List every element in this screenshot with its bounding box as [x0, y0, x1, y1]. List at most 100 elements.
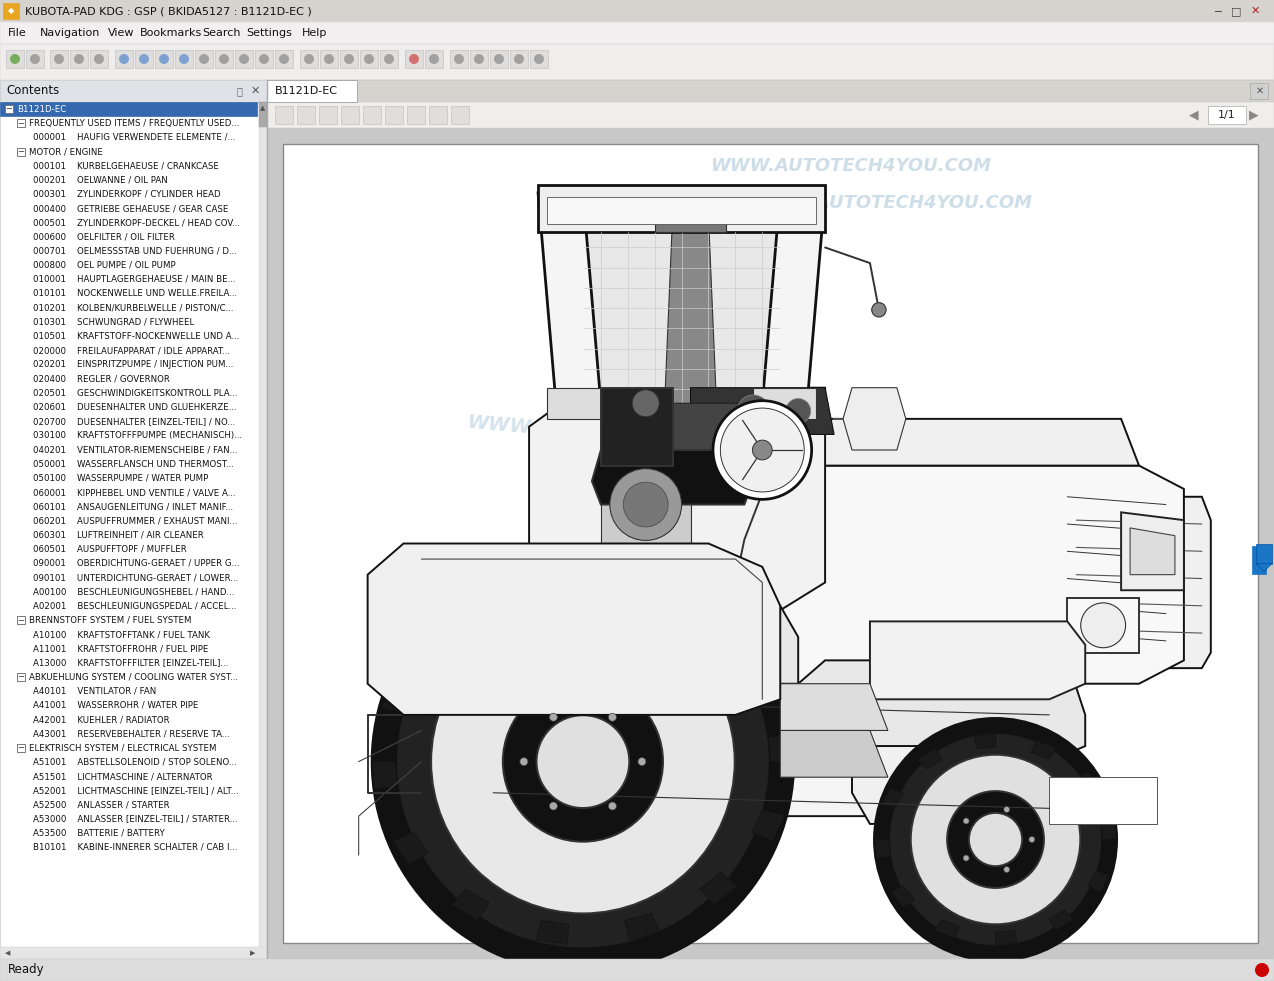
Bar	[451, 106, 469, 124]
Bar	[0, 80, 268, 102]
Circle shape	[324, 54, 334, 64]
Text: ◆: ◆	[8, 7, 14, 16]
Polygon shape	[852, 746, 1085, 824]
Text: ✕: ✕	[250, 86, 260, 96]
Text: □: □	[1231, 6, 1241, 16]
Circle shape	[139, 54, 149, 64]
Bar	[1208, 106, 1246, 124]
Bar	[3, 3, 19, 19]
Bar	[0, 22, 1274, 44]
Polygon shape	[506, 583, 541, 610]
Text: A11001    KRAFTSTOFFROHR / FUEL PIPE: A11001 KRAFTSTOFFROHR / FUEL PIPE	[33, 645, 209, 653]
Circle shape	[947, 791, 1043, 888]
Polygon shape	[547, 197, 817, 224]
Polygon shape	[655, 209, 726, 232]
Bar	[0, 102, 257, 116]
Text: 000400    GETRIEBE GEHAEUSE / GEAR CASE: 000400 GETRIEBE GEHAEUSE / GEAR CASE	[33, 204, 228, 213]
Text: A40101    VENTILATOR / FAN: A40101 VENTILATOR / FAN	[33, 687, 157, 696]
Polygon shape	[752, 809, 785, 841]
Bar	[0, 80, 268, 959]
Text: ▶: ▶	[250, 950, 256, 956]
Polygon shape	[691, 387, 834, 435]
Polygon shape	[799, 419, 1139, 466]
Text: 090101    UNTERDICHTUNG-GERAET / LOWER...: 090101 UNTERDICHTUNG-GERAET / LOWER...	[33, 573, 238, 582]
Text: −: −	[18, 147, 24, 156]
Text: A51501    LICHTMASCHINE / ALTERNATOR: A51501 LICHTMASCHINE / ALTERNATOR	[33, 772, 213, 781]
Bar	[268, 102, 1274, 128]
Bar	[0, 959, 1274, 981]
Text: Navigation: Navigation	[39, 28, 101, 38]
Text: ◀: ◀	[5, 950, 10, 956]
Text: 000001    HAUFIG VERWENDETE ELEMENTE /...: 000001 HAUFIG VERWENDETE ELEMENTE /...	[33, 133, 236, 142]
Circle shape	[1255, 963, 1269, 977]
Circle shape	[549, 713, 558, 721]
Circle shape	[180, 54, 189, 64]
Bar	[234, 50, 254, 68]
Bar	[275, 106, 293, 124]
Text: ◀: ◀	[1189, 109, 1199, 122]
Circle shape	[534, 54, 544, 64]
Bar	[363, 106, 381, 124]
Text: Bookmarks: Bookmarks	[140, 28, 203, 38]
Polygon shape	[381, 682, 414, 713]
Circle shape	[364, 54, 375, 64]
Text: 000201    OELWANNE / OIL PAN: 000201 OELWANNE / OIL PAN	[33, 176, 168, 184]
Bar	[0, 44, 1274, 80]
Polygon shape	[1049, 910, 1074, 931]
Circle shape	[10, 54, 20, 64]
Text: 020501    GESCHWINDIGKEITSKONTROLL PLA...: 020501 GESCHWINDIGKEITSKONTROLL PLA...	[33, 388, 237, 397]
Bar	[255, 50, 273, 68]
Polygon shape	[1101, 821, 1116, 840]
Text: WWW.AUTOTECH4YOU.COM: WWW.AUTOTECH4YOU.COM	[750, 539, 1032, 582]
Circle shape	[753, 440, 772, 460]
Circle shape	[970, 813, 1022, 866]
Bar	[50, 50, 68, 68]
Text: 010201    KOLBEN/KURBELWELLE / PISTON/C...: 010201 KOLBEN/KURBELWELLE / PISTON/C...	[33, 303, 233, 312]
Bar	[155, 50, 173, 68]
Polygon shape	[973, 735, 995, 749]
Bar	[385, 106, 403, 124]
Text: A43001    RESERVEBEHALTER / RESERVE TA...: A43001 RESERVEBEHALTER / RESERVE TA...	[33, 730, 229, 739]
Text: KUBOTA-PAD KDG : GSP ( BKIDA5127 : B1121D-EC ): KUBOTA-PAD KDG : GSP ( BKIDA5127 : B1121…	[25, 6, 312, 16]
Bar	[25, 50, 45, 68]
Polygon shape	[422, 660, 1068, 816]
Polygon shape	[538, 193, 601, 403]
Polygon shape	[368, 543, 780, 715]
Polygon shape	[799, 660, 1085, 761]
Bar	[470, 50, 488, 68]
Polygon shape	[1130, 528, 1175, 575]
Polygon shape	[843, 387, 906, 450]
Text: MOTOR / ENGINE: MOTOR / ENGINE	[29, 147, 103, 156]
Text: 060301    LUFTREINHEIT / AIR CLEANER: 060301 LUFTREINHEIT / AIR CLEANER	[33, 531, 204, 540]
Polygon shape	[664, 217, 717, 427]
Circle shape	[304, 54, 313, 64]
Text: −: −	[18, 119, 24, 128]
Text: B1121D-EC: B1121D-EC	[17, 105, 66, 114]
Text: 030100    KRAFTSTOFFFPUMPE (MECHANISCH)...: 030100 KRAFTSTOFFFPUMPE (MECHANISCH)...	[33, 432, 242, 440]
Circle shape	[94, 54, 104, 64]
Polygon shape	[768, 734, 794, 761]
Text: −: −	[5, 105, 13, 114]
Bar	[361, 50, 378, 68]
Text: Help: Help	[302, 28, 327, 38]
Polygon shape	[738, 658, 773, 691]
Bar	[299, 50, 318, 68]
Bar	[259, 102, 268, 959]
Polygon shape	[601, 466, 691, 543]
Text: A52001    LICHTMASCHINE [EINZEL-TEIL] / ALT...: A52001 LICHTMASCHINE [EINZEL-TEIL] / ALT…	[33, 786, 238, 796]
Circle shape	[1004, 866, 1010, 872]
Bar	[115, 50, 132, 68]
Polygon shape	[372, 761, 397, 789]
Circle shape	[536, 715, 629, 808]
Text: B1121D-EC: B1121D-EC	[275, 86, 338, 96]
Circle shape	[31, 54, 39, 64]
Polygon shape	[891, 886, 915, 907]
Text: A52500    ANLASSER / STARTER: A52500 ANLASSER / STARTER	[33, 800, 169, 809]
Bar	[275, 50, 293, 68]
Bar	[530, 50, 548, 68]
Circle shape	[503, 682, 662, 842]
Polygon shape	[493, 606, 799, 684]
Bar	[406, 106, 426, 124]
Bar	[17, 616, 25, 624]
Bar	[259, 102, 268, 127]
